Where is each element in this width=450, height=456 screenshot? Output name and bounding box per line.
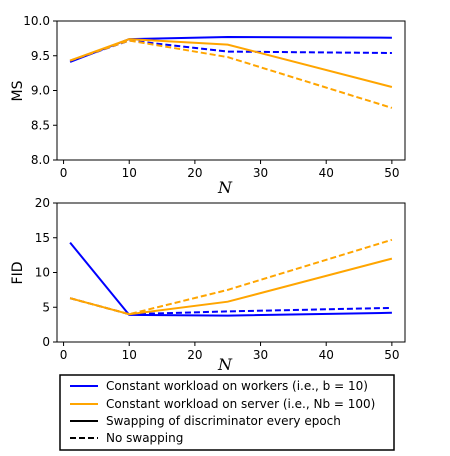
fid-y-tick-label: 5: [42, 300, 50, 314]
ms-series-server-noswap: [69, 39, 393, 109]
fid-x-tick-label: 30: [253, 348, 268, 362]
fid-series-server-swap: [69, 257, 393, 316]
fid-axis-label: FID: [10, 262, 26, 285]
fid-y-tick-label: 20: [35, 196, 50, 210]
ms-series-server-swap: [69, 38, 393, 88]
ms-x-tick-label: 50: [384, 166, 399, 180]
fid-y-tick-label: 10: [35, 266, 50, 280]
ms-x-tick-label: 30: [253, 166, 268, 180]
fid-series-server-noswap: [69, 238, 393, 316]
ms-axis-label: MS: [10, 80, 26, 101]
fid-y-tick-label: 0: [42, 335, 50, 349]
ms-axes-frame: [56, 20, 406, 161]
fid-x-tick-label: 10: [122, 348, 137, 362]
legend-label-swapping: Swapping of discriminator every epoch: [106, 414, 341, 428]
fid-x-tick-label: 20: [187, 348, 202, 362]
ms-panel: MS N 0 10 20 30 40 50 8.0 8.5 9.0 9.5 10.0: [10, 14, 406, 197]
fid-panel: FID N 0 10 20 30 40 50 0 5 10 15 20: [10, 196, 406, 374]
ms-x-tick-label: 40: [319, 166, 334, 180]
ms-x-tick-label: 0: [60, 166, 68, 180]
ms-x-tick-label: 10: [122, 166, 137, 180]
legend-label-server: Constant workload on server (i.e., Nb = …: [106, 397, 375, 411]
fid-x-axis-label: N: [217, 355, 233, 374]
ms-y-tick-label: 9.5: [31, 49, 50, 63]
fid-x-tick-label: 40: [319, 348, 334, 362]
ms-y-tick-label: 9.0: [31, 84, 50, 98]
fid-series-workers-swap: [69, 241, 392, 317]
ms-y-tick-label: 8.0: [31, 153, 50, 167]
fid-x-tick-label: 0: [60, 348, 68, 362]
ms-x-tick-label: 20: [187, 166, 202, 180]
ms-y-tick-label: 10.0: [23, 14, 50, 28]
fid-axes-frame: [56, 202, 406, 343]
ms-y-tick-label: 8.5: [31, 118, 50, 132]
legend: Constant workload on workers (i.e., b = …: [59, 374, 395, 451]
ms-x-axis-label: N: [217, 178, 233, 197]
fid-y-tick-label: 15: [35, 231, 50, 245]
legend-box: [59, 374, 395, 451]
legend-label-no-swapping: No swapping: [106, 431, 183, 445]
fid-x-tick-label: 50: [384, 348, 399, 362]
legend-label-workers: Constant workload on workers (i.e., b = …: [106, 379, 368, 393]
